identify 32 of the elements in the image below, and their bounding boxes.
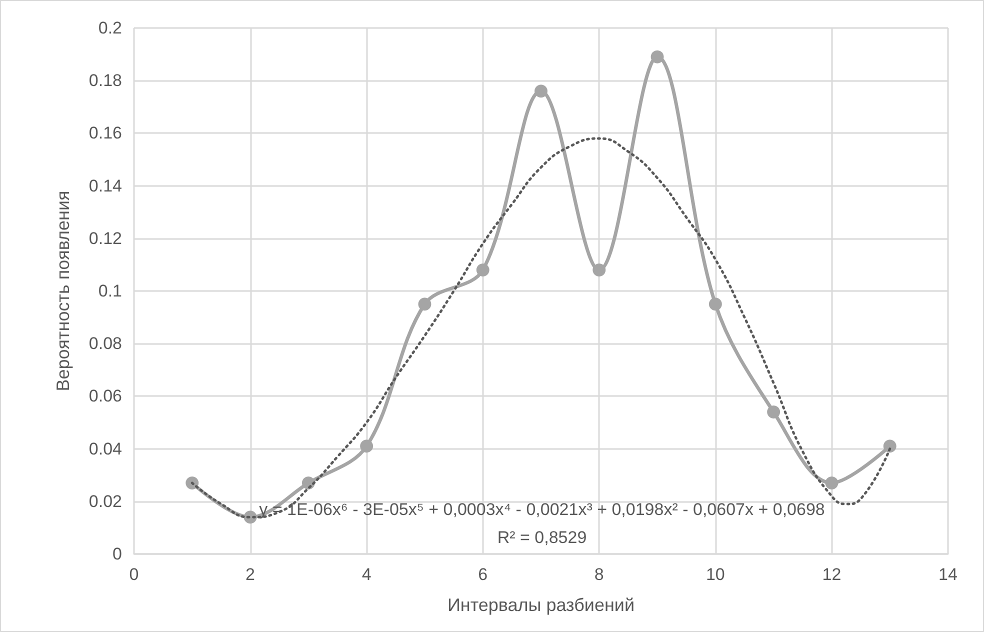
x-tick-label: 14 xyxy=(938,565,958,584)
y-tick-label: 0.2 xyxy=(98,18,122,38)
point xyxy=(592,263,606,276)
point xyxy=(418,298,432,311)
y-tick-label: 0.04 xyxy=(88,439,122,458)
y-axis-title: Вероятность появления xyxy=(53,190,73,392)
y-tick-label: 0.14 xyxy=(88,176,122,196)
point xyxy=(650,50,664,64)
point xyxy=(883,440,896,453)
point xyxy=(708,298,722,311)
y-tick-label: 0.12 xyxy=(88,228,122,248)
point xyxy=(767,405,780,418)
point xyxy=(534,84,548,98)
y-tick-label: 0.06 xyxy=(88,386,122,406)
y-tick-label: 0 xyxy=(112,544,122,564)
y-tick-label: 0.1 xyxy=(98,282,122,300)
y-tick-label: 0.08 xyxy=(88,334,122,354)
x-tick-label: 0 xyxy=(129,565,139,584)
point xyxy=(476,263,490,276)
annotation: R² = 0,8529 xyxy=(497,528,587,547)
x-axis-title: Интервалы разбиений xyxy=(447,595,635,615)
x-tick-label: 12 xyxy=(822,565,842,584)
x-tick-label: 2 xyxy=(246,565,256,584)
y-tick-label: 0.02 xyxy=(88,492,122,511)
point xyxy=(825,476,838,490)
y-tick-label: 0.18 xyxy=(88,71,122,90)
x-tick-label: 8 xyxy=(594,565,604,584)
point xyxy=(360,440,374,453)
x-tick-label: 4 xyxy=(362,565,372,584)
x-tick-label: 6 xyxy=(478,565,488,584)
y-tick-label: 0.16 xyxy=(88,124,122,143)
x-tick-label: 10 xyxy=(706,565,725,584)
